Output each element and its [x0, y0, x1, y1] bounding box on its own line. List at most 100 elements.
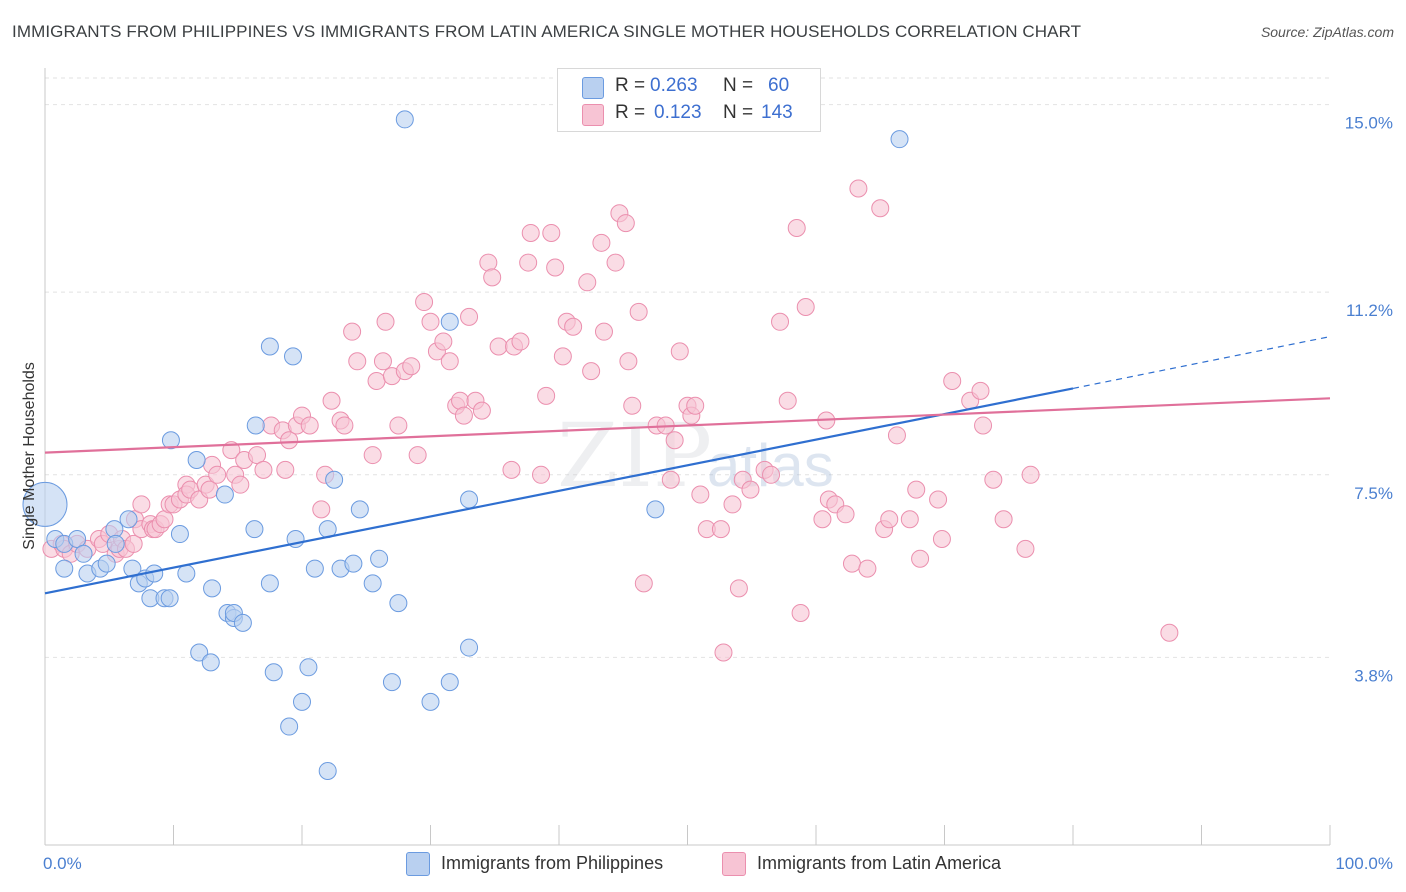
philippines-trend-extension: [1072, 336, 1331, 390]
latin-america-point: [564, 317, 583, 336]
latin-america-point: [248, 446, 267, 465]
philippines-point: [440, 312, 459, 331]
bottom-legend-label-latin-america: Immigrants from Latin America: [757, 853, 1002, 873]
latin-america-point: [670, 342, 689, 361]
latin-america-point: [849, 179, 868, 198]
latin-america-point: [592, 233, 611, 252]
latin-america-point: [132, 495, 151, 514]
latin-america-point: [629, 302, 648, 321]
latin-america-point: [440, 352, 459, 371]
latin-america-point: [791, 604, 810, 623]
y-tick-label: 11.2%: [1346, 301, 1393, 320]
philippines-point: [318, 761, 337, 780]
philippines-point: [190, 643, 209, 662]
latin-america-point: [376, 312, 395, 331]
latin-america-point: [402, 357, 421, 376]
x-tick-labels: 0.0% 100.0%: [43, 854, 1393, 873]
legend-r-label: R =: [615, 75, 646, 96]
latin-america-point: [208, 465, 227, 484]
latin-america-point: [661, 470, 680, 489]
latin-america-point: [880, 510, 899, 529]
latin-america-point: [634, 574, 653, 593]
latin-america-point: [300, 416, 319, 435]
philippines-point: [123, 559, 142, 578]
latin-america-point: [454, 406, 473, 425]
y-axis-label: Single Mother Households: [21, 362, 38, 550]
philippines-point: [382, 673, 401, 692]
philippines-point: [260, 337, 279, 356]
y-tick-label: 3.8%: [1354, 666, 1393, 685]
philippines-point: [215, 485, 234, 504]
latin-america-point: [686, 396, 705, 415]
latin-america-point: [771, 312, 790, 331]
latin-america-point: [594, 322, 613, 341]
latin-america-point: [691, 485, 710, 504]
latin-america-point: [842, 554, 861, 573]
philippines-point: [260, 574, 279, 593]
latin-america-point: [984, 470, 1003, 489]
y-tick-labels: 3.8% 7.5% 11.2% 15.0%: [1345, 114, 1393, 686]
latin-america-point: [348, 352, 367, 371]
x-tick-label-end: 100.0%: [1335, 854, 1393, 873]
latin-america-point: [479, 253, 498, 272]
philippines-point: [305, 559, 324, 578]
latin-america-point: [723, 495, 742, 514]
legend-n-value: 143: [761, 102, 793, 123]
latin-america-point: [616, 214, 635, 233]
legend-row-latin-america: R = 0.123 N = 143: [558, 101, 820, 127]
latin-america-point: [619, 352, 638, 371]
latin-america-point: [741, 480, 760, 499]
latin-america-point: [521, 223, 540, 242]
philippines-point: [246, 416, 265, 435]
philippines-point: [280, 717, 299, 736]
latin-america-point: [606, 253, 625, 272]
legend-row-philippines: R = 0.263 N = 60: [558, 74, 820, 100]
legend-n-value: 60: [768, 75, 790, 96]
source-label: Source: ZipAtlas.com: [1260, 24, 1394, 40]
latin-america-trend-line: [44, 397, 1331, 454]
legend-swatch-philippines: [582, 77, 604, 99]
latin-america-point: [276, 460, 295, 479]
latin-america-point: [943, 372, 962, 391]
legend-n-label: N =: [723, 102, 754, 123]
philippines-point: [363, 574, 382, 593]
latin-america-point: [511, 332, 530, 351]
latin-america-point: [335, 416, 354, 435]
bottom-legend-swatch-philippines: [406, 852, 430, 876]
latin-america-point: [665, 431, 684, 450]
latin-america-point: [974, 416, 993, 435]
latin-america-point: [971, 381, 990, 400]
latin-america-point: [887, 426, 906, 445]
philippines-point: [344, 554, 363, 573]
latin-america-point: [502, 460, 521, 479]
latin-america-point: [408, 446, 427, 465]
philippines-point: [106, 534, 125, 553]
latin-america-point: [762, 465, 781, 484]
philippines-point: [170, 525, 189, 544]
latin-america-point: [1016, 539, 1035, 558]
latin-america-point: [542, 223, 561, 242]
latin-america-point: [367, 372, 386, 391]
philippines-points: [22, 110, 909, 780]
philippines-point: [325, 470, 344, 489]
latin-america-point: [907, 480, 926, 499]
latin-america-point: [546, 258, 565, 277]
latin-america-point: [911, 549, 930, 568]
philippines-point: [440, 673, 459, 692]
y-tick-label: 15.0%: [1345, 114, 1393, 133]
latin-america-point: [363, 446, 382, 465]
axes: [44, 68, 1331, 846]
philippines-trend-line: [44, 387, 1074, 595]
latin-america-point: [434, 332, 453, 351]
latin-america-point: [582, 362, 601, 381]
latin-america-point: [1160, 623, 1179, 642]
bottom-legend-swatch-latin-america: [722, 852, 746, 876]
latin-america-point: [489, 337, 508, 356]
philippines-point: [55, 559, 74, 578]
philippines-point: [187, 451, 206, 469]
latin-america-point: [711, 520, 730, 539]
legend-r-value: 0.263: [650, 75, 698, 96]
philippines-point: [395, 110, 414, 129]
latin-america-point: [460, 307, 479, 326]
correlation-legend: R = 0.263 N = 60 R = 0.123 N = 143: [557, 68, 821, 132]
